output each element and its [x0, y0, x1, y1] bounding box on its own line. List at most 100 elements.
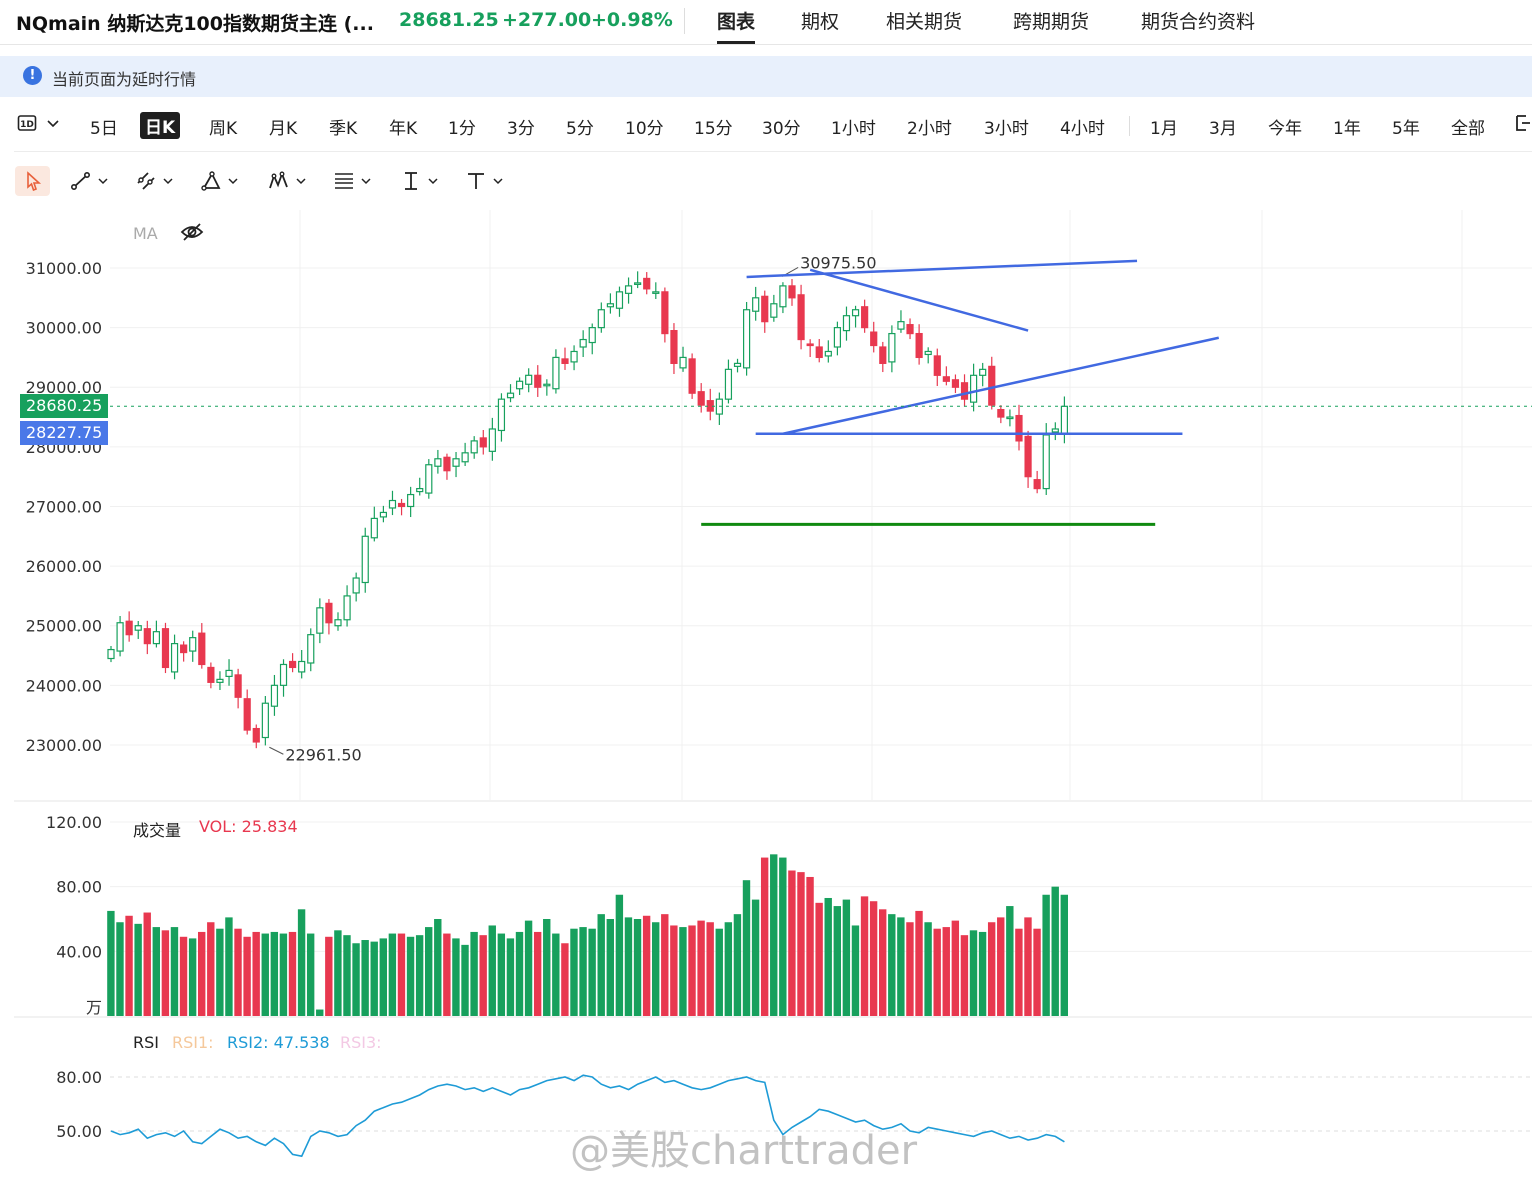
period-11[interactable]: 30分 — [762, 119, 801, 139]
candle-body-47 — [534, 374, 542, 388]
period-7[interactable]: 3分 — [507, 119, 535, 139]
period-15[interactable]: 4小时 — [1060, 119, 1105, 139]
volume-bar-5 — [152, 927, 160, 1016]
volume-bar-39 — [461, 944, 469, 1016]
tab-related-futures[interactable]: 相关期货 — [886, 11, 963, 33]
volume-bar-20 — [288, 931, 297, 1016]
chart-style-selector[interactable]: 1D — [17, 114, 61, 132]
volume-bar-56 — [615, 894, 624, 1016]
period-14[interactable]: 3小时 — [984, 119, 1029, 139]
volume-bar-37 — [443, 933, 451, 1016]
candle-body-39 — [461, 452, 469, 463]
more-periods-icon[interactable] — [1514, 113, 1532, 137]
volume-bar-67 — [715, 928, 723, 1016]
period-18[interactable]: 今年 — [1268, 119, 1302, 139]
period-12[interactable]: 1小时 — [831, 119, 876, 139]
volume-bar-10 — [198, 931, 206, 1016]
period-2[interactable]: 周K — [209, 119, 238, 139]
period-17[interactable]: 3月 — [1209, 119, 1237, 139]
candle-body-34 — [416, 487, 424, 493]
candle-body-13 — [225, 669, 233, 677]
instrument-title: NQmain 纳斯达克100指数期货主连 (... — [16, 13, 374, 35]
volume-bar-85 — [879, 909, 887, 1016]
candle-body-69 — [733, 362, 742, 367]
candle-body-71 — [752, 297, 760, 312]
volume-bar-69 — [733, 914, 742, 1016]
candle-body-96 — [979, 368, 987, 376]
tab-spread-futures[interactable]: 跨期期货 — [1013, 11, 1090, 33]
candle-body-41 — [479, 437, 487, 448]
candle-body-24 — [325, 602, 333, 624]
period-5[interactable]: 年K — [389, 119, 418, 139]
volume-bar-21 — [297, 909, 306, 1016]
ma-label: MA — [133, 224, 158, 243]
volume-bar-35 — [425, 927, 433, 1016]
volume-bar-28 — [361, 940, 369, 1016]
trendline-0 — [746, 259, 1138, 279]
candle-body-15 — [243, 698, 251, 731]
tab-options[interactable]: 期权 — [801, 11, 840, 33]
volume-bar-13 — [225, 917, 233, 1016]
text-tool[interactable] — [465, 166, 505, 196]
volume-bar-98 — [997, 917, 1005, 1016]
period-6[interactable]: 1分 — [448, 119, 476, 139]
period-9[interactable]: 10分 — [625, 119, 664, 139]
period-8[interactable]: 5分 — [566, 119, 594, 139]
tab-contract-info[interactable]: 期货合约资料 — [1141, 11, 1256, 33]
candle-body-1 — [116, 622, 124, 652]
period-19[interactable]: 1年 — [1333, 119, 1361, 139]
candle-body-82 — [851, 309, 860, 317]
candle-body-14 — [234, 674, 242, 698]
candle-body-79 — [824, 350, 832, 357]
volume-tick-label-0: 120.00 — [46, 813, 102, 832]
cursor-tool[interactable] — [15, 166, 50, 196]
period-3[interactable]: 月K — [269, 119, 298, 139]
chevron-down-icon — [296, 178, 306, 185]
period-21[interactable]: 全部 — [1451, 119, 1485, 139]
price-range-tool[interactable] — [400, 166, 440, 196]
fib-tool[interactable] — [333, 166, 373, 196]
multi-line-tool[interactable] — [135, 166, 175, 196]
volume-bar-43 — [497, 933, 506, 1016]
chart-area[interactable]: 31000.0030000.0029000.0028000.0027000.00… — [0, 200, 1532, 1182]
volume-bar-46 — [524, 920, 533, 1016]
candle-body-84 — [870, 331, 878, 347]
candle-body-75 — [788, 285, 796, 299]
volume-bar-44 — [506, 938, 515, 1016]
volume-bar-65 — [697, 920, 705, 1016]
price-tick-label-2: 29000.00 — [26, 378, 102, 397]
delay-notice: ! 当前页面为延时行情 — [0, 56, 1532, 97]
shape-tool[interactable] — [200, 166, 240, 196]
tab-chart[interactable]: 图表 — [717, 11, 756, 33]
shape-tool-icon — [201, 171, 221, 191]
candle-body-97 — [988, 365, 996, 406]
period-10[interactable]: 15分 — [694, 119, 733, 139]
period-13[interactable]: 2小时 — [907, 119, 952, 139]
period-16[interactable]: 1月 — [1150, 119, 1178, 139]
price-range-tool-icon — [405, 172, 417, 190]
candle-body-0 — [107, 648, 115, 660]
line-tool[interactable] — [70, 166, 110, 196]
volume-bar-34 — [415, 935, 424, 1016]
volume-bar-42 — [488, 925, 496, 1016]
period-4[interactable]: 季K — [329, 119, 358, 139]
low-marker-line — [269, 746, 284, 755]
eye-hidden-icon[interactable] — [180, 221, 204, 247]
candle-body-37 — [443, 456, 451, 472]
candle-body-105 — [1060, 405, 1069, 435]
volume-bar-64 — [688, 925, 696, 1016]
candle-body-28 — [361, 535, 369, 584]
period-1[interactable]: 日K — [140, 112, 181, 139]
candle-body-81 — [842, 315, 851, 332]
volume-bar-60 — [652, 922, 660, 1016]
current-price-tag: 28680.25 — [20, 394, 109, 418]
candle-body-12 — [216, 678, 224, 683]
volume-bar-75 — [788, 870, 796, 1016]
volume-bar-57 — [624, 917, 633, 1016]
pattern-tool[interactable] — [268, 166, 308, 196]
rsi-tick-label-1: 50.00 — [56, 1122, 102, 1141]
chevron-down-icon — [428, 178, 438, 185]
volume-bar-103 — [1042, 894, 1050, 1016]
period-0[interactable]: 5日 — [90, 119, 118, 139]
period-20[interactable]: 5年 — [1392, 119, 1420, 139]
